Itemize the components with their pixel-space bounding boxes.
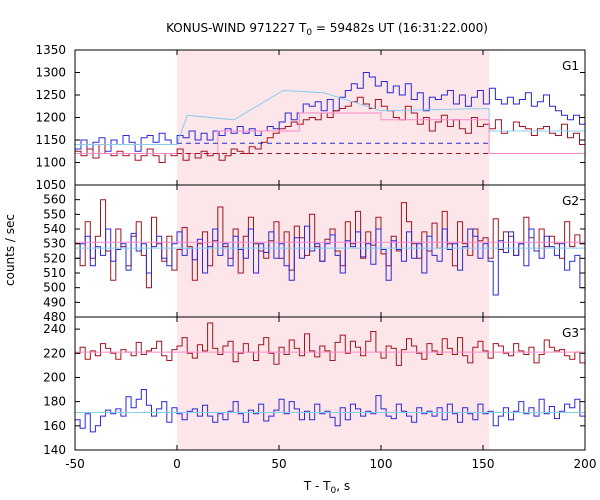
x-tick-label: -50: [65, 457, 85, 471]
y-tick-label: 520: [43, 251, 66, 265]
y-tick-label: 1050: [35, 178, 66, 192]
series-blue-1: [75, 389, 585, 433]
shaded-interval: [177, 317, 490, 450]
y-tick-label: 560: [43, 193, 66, 207]
y-tick-label: 550: [43, 207, 66, 221]
x-tick-label: 50: [271, 457, 286, 471]
y-tick-label: 140: [43, 443, 66, 457]
x-tick-label: 150: [472, 457, 495, 471]
series-blue-1: [75, 225, 585, 296]
y-tick-label: 1250: [35, 88, 66, 102]
y-tick-label: 180: [43, 395, 66, 409]
panel-frame: [74, 316, 586, 451]
y-axis-label: counts / sec: [3, 214, 17, 286]
y-tick-label: 540: [43, 222, 66, 236]
shaded-interval: [177, 185, 490, 317]
y-tick-label: 220: [43, 346, 66, 360]
y-tick-label: 510: [43, 266, 66, 280]
x-tick-label: 100: [370, 457, 393, 471]
y-tick-label: 490: [43, 295, 66, 309]
y-tick-label: 1200: [35, 111, 66, 125]
y-tick-label: 1300: [35, 66, 66, 80]
x-tick-label: 0: [173, 457, 181, 471]
series-red-0: [75, 322, 585, 366]
series-group: [75, 72, 585, 163]
series-group: [75, 322, 585, 433]
y-tick-label: 1150: [35, 133, 66, 147]
y-tick-label: 480: [43, 310, 66, 324]
x-tick-label: 200: [574, 457, 597, 471]
y-tick-label: 530: [43, 237, 66, 251]
y-tick-label: 500: [43, 281, 66, 295]
panel-g3: 140 160 180 200 220 240 G3: [43, 316, 586, 457]
y-tick-label: 240: [43, 322, 66, 336]
series-group: [75, 199, 585, 296]
series-blue-0: [75, 72, 585, 154]
x-axis-label: T - T0, s: [303, 479, 350, 496]
y-tick-label: 200: [43, 370, 66, 384]
y-tick-label: 1100: [35, 156, 66, 170]
panel-label: G3: [562, 326, 579, 340]
y-tick-label: 160: [43, 419, 66, 433]
series-pink-3: [75, 112, 585, 154]
panel-label: G1: [562, 59, 579, 73]
panel-g1: 1050 1100 1150 1200 1250 1300 1350 G1: [35, 43, 586, 192]
panel-label: G2: [562, 194, 579, 208]
chart-title: KONUS-WIND 971227 T0 = 59482s UT (16:31:…: [166, 21, 488, 38]
y-tick-label: 1350: [35, 43, 66, 57]
